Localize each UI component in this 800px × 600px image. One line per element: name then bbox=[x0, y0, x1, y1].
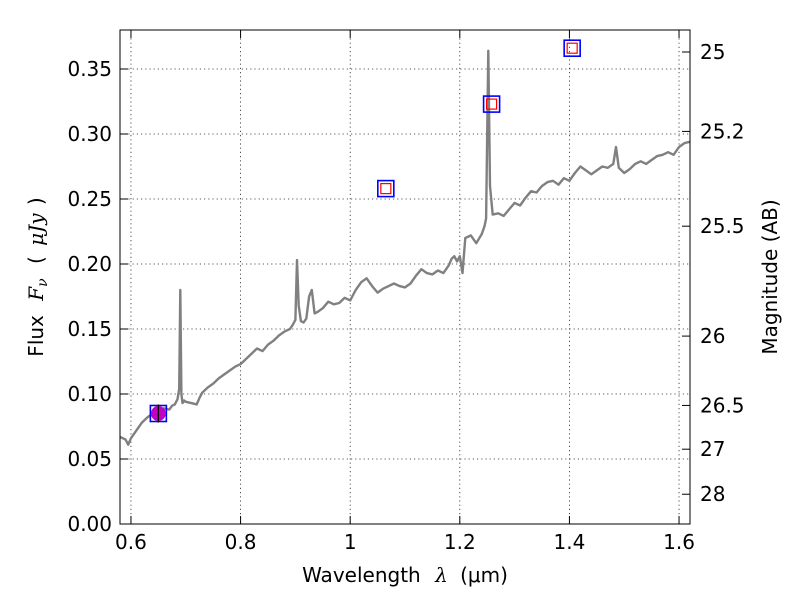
label-layer: 0.6 0.8 1 1.2 1.4 1.6 0.00 0.05 0.10 0.15 0.20 0.25… bbox=[67, 40, 744, 554]
y-tick-label: 0.10 bbox=[67, 382, 112, 406]
y-axis-label: Flux Fν ( μJy ) bbox=[24, 197, 52, 356]
y-tick-label: 0.30 bbox=[67, 122, 112, 146]
x-tick-label: 1 bbox=[344, 530, 357, 554]
y2-tick-label: 26.5 bbox=[700, 393, 745, 417]
y-tick-label: 0.00 bbox=[67, 512, 112, 536]
x-tick-label: 1.2 bbox=[444, 530, 476, 554]
photometry-square-marker bbox=[485, 98, 498, 110]
plot-frame bbox=[119, 29, 691, 525]
y2-tick-label: 28 bbox=[700, 482, 725, 506]
y2-tick-label: 27 bbox=[700, 437, 725, 461]
y2-axis-label: Magnitude (AB) bbox=[758, 199, 782, 354]
x-tick-label: 0.6 bbox=[115, 530, 147, 554]
y2-tick-label: 25 bbox=[700, 40, 725, 64]
y-tick-label: 0.20 bbox=[67, 252, 112, 276]
grid-layer bbox=[120, 30, 690, 524]
data-layer bbox=[120, 39, 690, 446]
y2-tick-label: 26 bbox=[700, 324, 725, 348]
photometry-square-marker bbox=[380, 183, 392, 195]
plot-area bbox=[120, 49, 690, 446]
spectrum-line bbox=[120, 49, 690, 446]
y-tick-label: 0.25 bbox=[67, 187, 112, 211]
photometry-square-marker bbox=[482, 95, 501, 113]
y-tick-label: 0.05 bbox=[67, 447, 112, 471]
photometry-square-marker bbox=[377, 179, 395, 198]
x-tick-label: 1.6 bbox=[663, 530, 695, 554]
y2-tick-label: 25.2 bbox=[700, 119, 745, 143]
photometry-square-marker bbox=[563, 39, 581, 58]
x-tick-label: 0.8 bbox=[225, 530, 257, 554]
x-axis-label: Wavelength λ (μm) bbox=[302, 563, 508, 587]
y-tick-label: 0.35 bbox=[67, 57, 112, 81]
y2-tick-label: 25.5 bbox=[700, 214, 745, 238]
tick-layer bbox=[120, 30, 690, 525]
photometry-square-marker bbox=[566, 42, 578, 54]
x-tick-label: 1.4 bbox=[554, 530, 586, 554]
y-tick-label: 0.15 bbox=[67, 317, 112, 341]
